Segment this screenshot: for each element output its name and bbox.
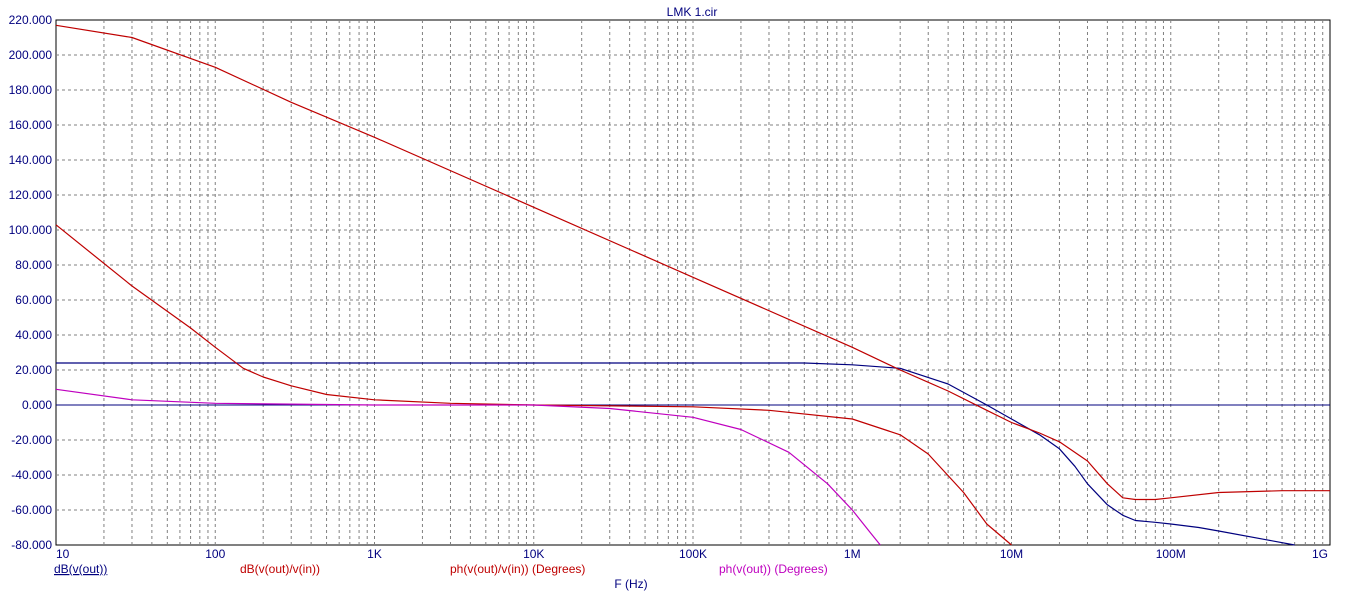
y-tick-label: 180.000 xyxy=(9,83,53,97)
y-tick-label: -80.000 xyxy=(11,538,52,552)
x-tick-label: 10 xyxy=(56,547,70,561)
x-tick-label: 1M xyxy=(844,547,861,561)
y-tick-label: -40.000 xyxy=(11,468,52,482)
x-tick-label: 10M xyxy=(1000,547,1023,561)
y-tick-label: 140.000 xyxy=(9,153,53,167)
y-tick-label: 80.000 xyxy=(15,258,52,272)
x-tick-label: 100K xyxy=(679,547,707,561)
y-tick-labels: 220.000 200.000 180.000 160.000 140.000 120.0… xyxy=(9,13,53,552)
x-tick-label: 10K xyxy=(523,547,544,561)
plot-frame xyxy=(55,19,1331,546)
y-tick-label: 120.000 xyxy=(9,188,53,202)
x-tick-labels: 10 100 1K 10K 100K 1M 10M 100M 1G xyxy=(56,547,1328,561)
y-tick-label: 60.000 xyxy=(15,293,52,307)
y-tick-label: 20.000 xyxy=(15,363,52,377)
series-line-1 xyxy=(56,362,1295,546)
y-tick-label: -60.000 xyxy=(11,503,52,517)
y-tick-label: 160.000 xyxy=(9,118,53,132)
x-axis-label: F (Hz) xyxy=(614,577,647,591)
y-tick-label: 200.000 xyxy=(9,48,53,62)
legend-entry-4: ph(v(out)) (Degrees) xyxy=(719,562,828,576)
legend-entry-3: ph(v(out)/v(in)) (Degrees) xyxy=(450,562,585,576)
legend-entry-1: dB(v(out)) xyxy=(54,562,107,576)
series-line-4 xyxy=(55,388,881,546)
x-tick-label: 1K xyxy=(367,547,382,561)
chart-title: LMK 1.cir xyxy=(667,5,718,19)
legend: dB(v(out)) dB(v(out)/v(in)) ph(v(out)/v(in… xyxy=(54,562,828,576)
y-tick-label: 100.000 xyxy=(9,223,53,237)
x-tick-label: 100 xyxy=(205,547,225,561)
legend-entry-2: dB(v(out)/v(in)) xyxy=(240,562,320,576)
y-tick-label: 220.000 xyxy=(9,13,53,27)
x-tick-label: 100M xyxy=(1156,547,1186,561)
y-tick-label: 0.000 xyxy=(22,398,52,412)
series-line-2 xyxy=(55,24,1330,501)
y-tick-label: 40.000 xyxy=(15,328,52,342)
x-tick-label: 1G xyxy=(1312,547,1328,561)
series-layer xyxy=(55,24,1330,546)
y-tick-label: -20.000 xyxy=(11,433,52,447)
series-line-3 xyxy=(55,224,1012,546)
grid xyxy=(56,20,1330,545)
